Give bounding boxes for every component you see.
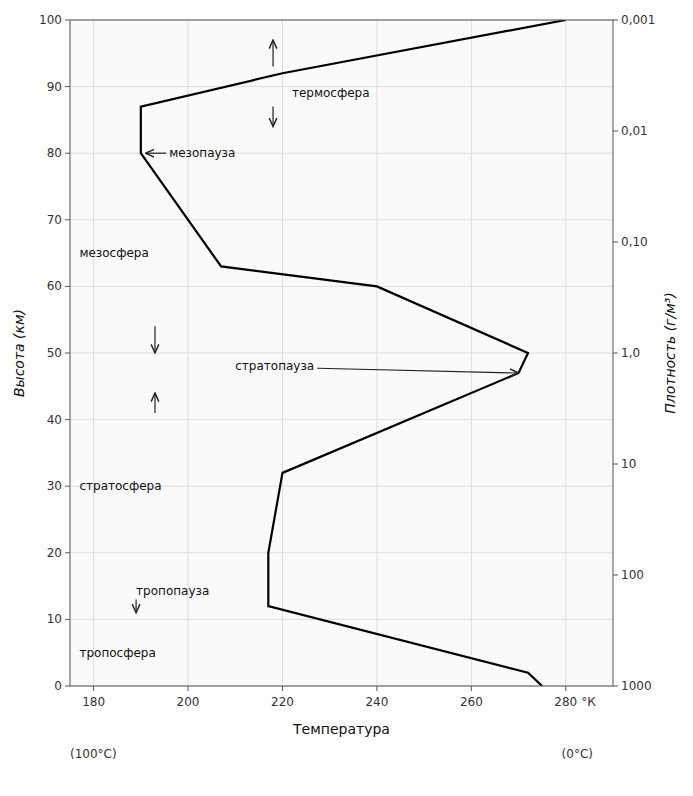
x-tick-label: 200 [177,695,200,709]
annotation-text: тропосфера [79,646,155,660]
y2-tick-label: 10 [621,457,636,471]
x-unit-label: °К [581,695,596,709]
x-tick-label: 180 [82,695,105,709]
annotation-arrow [317,368,518,373]
x-tick [282,686,283,691]
y2-tick-label: 100 [621,568,644,582]
y-tick [65,686,70,687]
y2-tick-label: 0,10 [621,235,648,249]
grid-line-y [70,619,613,620]
y2-axis-label: Плотность (г/м³) [662,292,678,414]
annotation-arrow [136,599,137,612]
grid-line-y [70,153,613,154]
y-tick-label: 100 [39,13,62,27]
annotation-text: стратосфера [79,479,161,493]
grid-line-y [70,419,613,420]
y-tick [65,153,70,154]
y-tick-label: 80 [47,146,62,160]
annotation-text: стратопауза [235,359,314,373]
grid-line-y [70,552,613,553]
y2-tick [613,464,618,465]
y-tick-label: 0 [54,679,62,693]
annotation-arrow [272,107,273,127]
annotation-text: тропопауза [136,584,209,598]
grid-line-y [70,353,613,354]
x-tick-label: 280 [554,695,577,709]
y-tick [65,20,70,21]
y2-tick [613,686,618,687]
annotation-arrow [154,393,155,413]
x-tick [188,686,189,691]
y-tick-label: 50 [47,346,62,360]
y-tick [65,619,70,620]
x-tick [93,686,94,691]
y-tick-label: 20 [47,546,62,560]
y2-tick-label: 0,001 [621,13,655,27]
y-tick [65,219,70,220]
annotations: тропосфера тропопауза стратосфера стратопау… [79,40,518,660]
annotation-arrow [272,40,273,67]
y2-tick-label: 0,01 [621,124,648,138]
y2-tick-label: 1,0 [621,346,640,360]
y-tick-label: 30 [47,479,62,493]
annotation-arrow [154,326,155,353]
y-tick [65,419,70,420]
x-tick [565,686,566,691]
chart: 180200220240260280°КТемпература(100°C)(0… [0,0,693,796]
y2-tick [613,575,618,576]
y-tick [65,353,70,354]
y2-tick [613,353,618,354]
annotation-text: термосфера [292,86,370,100]
y-tick [65,552,70,553]
y-tick [65,86,70,87]
annotation-text: мезосфера [79,246,148,260]
y-tick-label: 60 [47,279,62,293]
annotation-text: мезопауза [169,146,235,160]
plot-background [70,20,613,686]
x-note-label: (0°C) [562,747,593,761]
x-tick [376,686,377,691]
y-tick-label: 40 [47,413,62,427]
x-tick [471,686,472,691]
plot-frame [70,20,613,686]
y-tick-label: 90 [47,80,62,94]
y-tick [65,486,70,487]
grid-line-y [70,219,613,220]
x-note-label: (100°C) [70,747,117,761]
x-tick-label: 240 [365,695,388,709]
annotation-arrow [146,153,167,154]
grid-line-y [70,286,613,287]
y-tick-label: 10 [47,612,62,626]
y2-tick-label: 1000 [621,679,652,693]
y-axis-label: Высота (км) [11,309,27,397]
x-axis-label: Температура [292,721,390,737]
y-tick [65,286,70,287]
y-tick-label: 70 [47,213,62,227]
y2-tick [613,131,618,132]
x-tick-label: 260 [460,695,483,709]
y2-tick [613,20,618,21]
y2-tick [613,242,618,243]
x-tick-label: 220 [271,695,294,709]
